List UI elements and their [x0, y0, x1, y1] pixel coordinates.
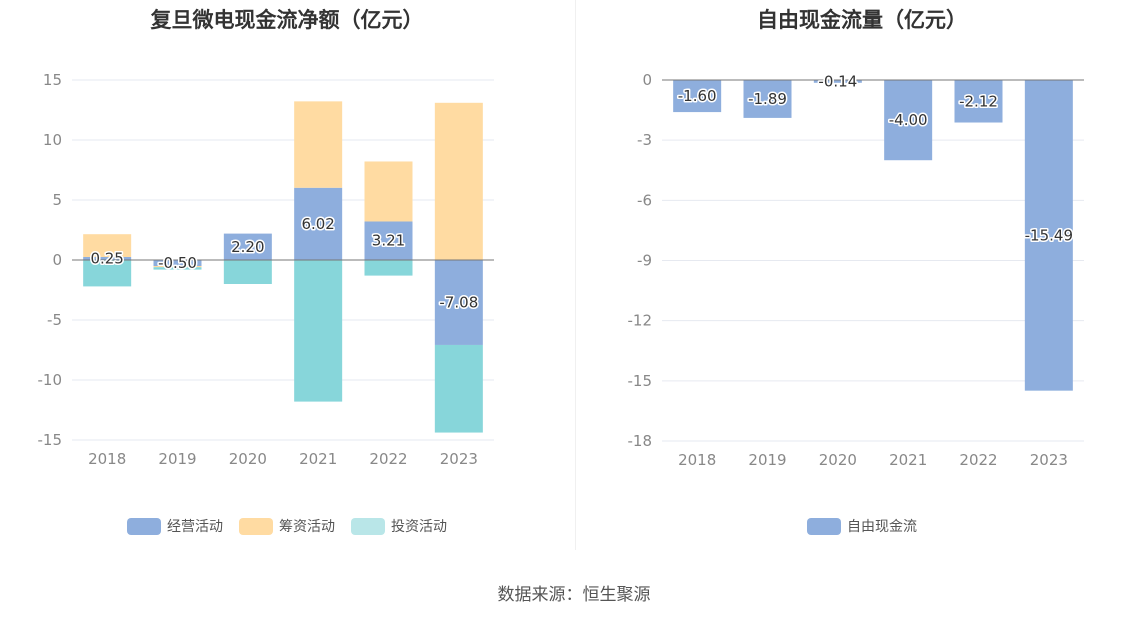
bar-投资活动: [434, 344, 483, 433]
legend-label-investing: 投资活动: [391, 519, 447, 535]
bar-投资活动: [364, 260, 413, 276]
bar-经营活动: [223, 233, 272, 260]
bar-筹资活动: [294, 101, 343, 188]
data-label: -1.60: [678, 87, 717, 105]
y-tick-label: -15: [38, 431, 63, 449]
x-tick-label: 2020: [819, 451, 857, 469]
bar-自由现金流: [743, 80, 792, 118]
legend: 经营活动 筹资活动 投资活动: [0, 516, 574, 536]
bar-经营活动: [364, 221, 413, 260]
data-label: -4.00: [889, 111, 928, 129]
y-tick-label: 0: [52, 251, 62, 269]
data-label: 3.21: [372, 232, 405, 250]
bar-投资活动: [153, 267, 202, 270]
x-tick-label: 2018: [88, 450, 126, 468]
data-label: -2.12: [959, 92, 998, 110]
y-tick-label: 5: [52, 191, 62, 209]
x-tick-label: 2023: [1030, 451, 1068, 469]
x-tick-label: 2022: [959, 451, 997, 469]
legend-swatch-financing: [239, 517, 273, 535]
data-label: 6.02: [301, 215, 334, 233]
bar-投资活动: [294, 260, 343, 402]
bar-自由现金流: [673, 80, 722, 113]
bar-筹资活动: [434, 102, 483, 260]
x-tick-label: 2023: [440, 450, 478, 468]
legend-item-operating[interactable]: 经营活动: [127, 516, 223, 536]
x-tick-label: 2021: [889, 451, 927, 469]
bar-筹资活动: [83, 234, 132, 257]
cash-flow-net-chart: 复旦微电现金流净额（亿元） 15 10 5 0 -5 -10 -15 2018 2019 2020…: [0, 0, 574, 550]
legend-label-financing: 筹资活动: [279, 519, 335, 535]
bar-经营活动: [434, 260, 483, 345]
y-tick-label: -6: [637, 191, 652, 209]
bar-筹资活动: [153, 266, 202, 268]
free-cash-flow-chart: 自由现金流量（亿元） 0 -3 -6 -9 -12 -15 -18 2018 2019 2020 2…: [576, 0, 1148, 550]
data-label: -15.49: [1025, 226, 1073, 244]
cash-flow-net-plot: 15 10 5 0 -5 -10 -15 2018 2019 2020 2021 2022 2023 0.…: [38, 71, 494, 468]
x-tick-label: 2021: [299, 450, 337, 468]
data-label: -0.14: [818, 72, 857, 90]
legend-swatch-free-cash-flow: [807, 517, 841, 535]
free-cash-flow-plot: 0 -3 -6 -9 -12 -15 -18 2018 2019 2020 2021 2022 2023…: [628, 71, 1084, 469]
source-note: 数据来源：恒生聚源: [497, 585, 651, 605]
y-tick-label: -9: [637, 252, 652, 270]
x-tick-label: 2018: [678, 451, 716, 469]
y-tick-label: -18: [628, 432, 653, 450]
bar-自由现金流: [1024, 80, 1073, 391]
y-tick-label: -5: [47, 311, 62, 329]
legend-label-operating: 经营活动: [167, 519, 223, 535]
legend: 自由现金流: [576, 516, 1148, 536]
legend-item-investing[interactable]: 投资活动: [351, 516, 447, 536]
legend-swatch-operating: [127, 517, 161, 535]
x-tick-label: 2019: [748, 451, 786, 469]
data-label: -0.50: [158, 254, 197, 272]
bar-自由现金流: [813, 80, 862, 83]
y-tick-label: -12: [628, 312, 653, 330]
legend-swatch-investing: [351, 517, 385, 535]
y-tick-label: -10: [38, 371, 63, 389]
data-label: -7.08: [439, 293, 478, 311]
x-tick-label: 2022: [369, 450, 407, 468]
panel-divider: [575, 0, 576, 550]
legend-item-financing[interactable]: 筹资活动: [239, 516, 335, 536]
y-tick-label: 10: [43, 131, 62, 149]
y-tick-label: 0: [642, 71, 652, 89]
chart-title: 复旦微电现金流净额（亿元）: [150, 8, 424, 32]
y-tick-label: 15: [43, 71, 62, 89]
x-tick-label: 2020: [229, 450, 267, 468]
bar-投资活动: [223, 260, 272, 284]
y-tick-label: -3: [637, 131, 652, 149]
x-tick-label: 2019: [158, 450, 196, 468]
y-tick-label: -15: [628, 372, 653, 390]
legend-label-free-cash-flow: 自由现金流: [847, 519, 917, 535]
bar-经营活动: [83, 257, 132, 260]
legend-item-free-cash-flow[interactable]: 自由现金流: [807, 516, 917, 536]
bar-投资活动: [83, 260, 132, 287]
data-label: 2.20: [231, 238, 264, 256]
bar-自由现金流: [954, 80, 1003, 123]
chart-title: 自由现金流量（亿元）: [757, 8, 967, 32]
bar-筹资活动: [364, 161, 413, 222]
data-label: 0.25: [90, 250, 123, 268]
bar-自由现金流: [884, 80, 933, 161]
bar-经营活动: [153, 260, 202, 266]
bar-经营活动: [294, 187, 343, 260]
data-label: -1.89: [748, 90, 787, 108]
